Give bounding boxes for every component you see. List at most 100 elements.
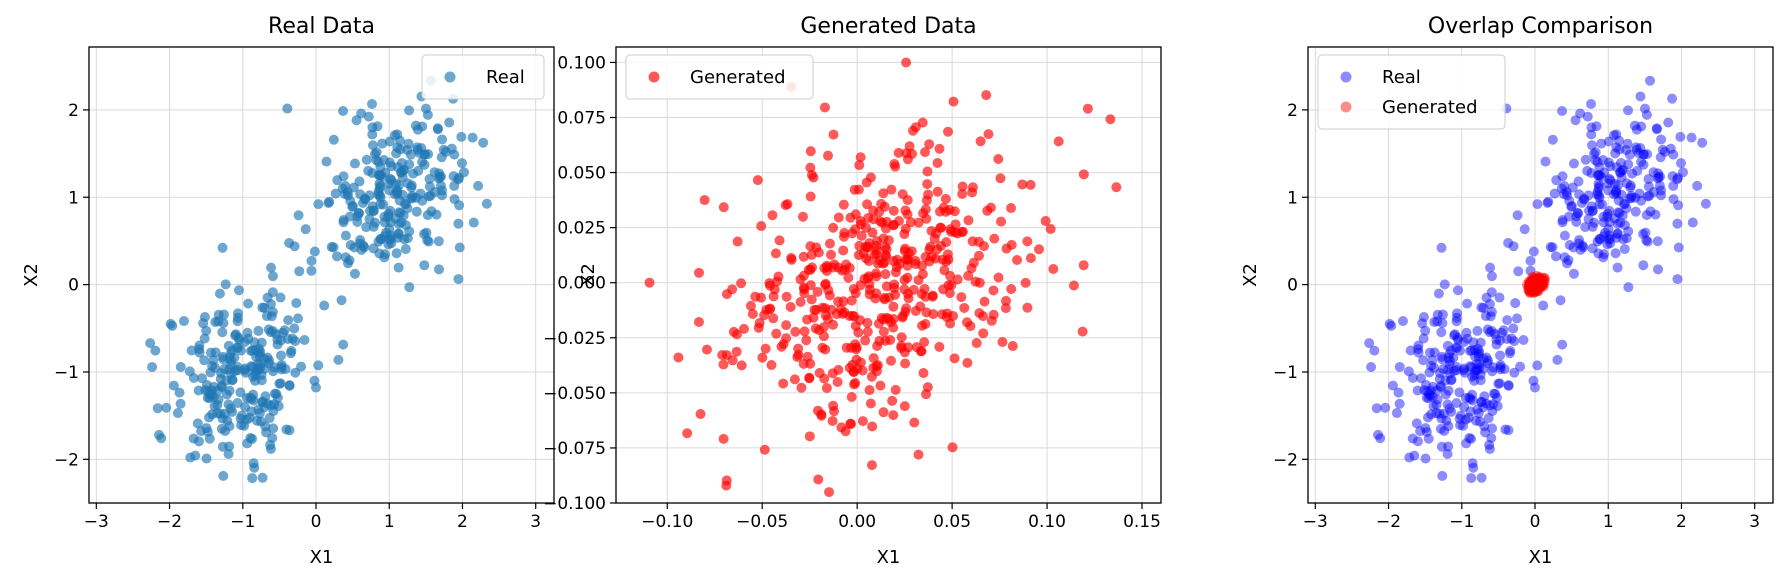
data-point-generated [1528, 283, 1539, 294]
data-point-real [172, 408, 183, 419]
data-point-real [262, 352, 273, 363]
data-point-generated [824, 487, 835, 498]
data-point-generated [1532, 273, 1543, 284]
data-point-real [1423, 433, 1434, 444]
data-point-generated [769, 284, 780, 295]
data-point-generated [981, 90, 992, 101]
data-point-generated [1533, 278, 1544, 289]
y-tick-label: −1 [1273, 363, 1298, 383]
data-point-real [1611, 188, 1622, 199]
data-point-real [1604, 205, 1615, 216]
data-point-real [1622, 138, 1633, 149]
data-point-real [1498, 325, 1509, 336]
data-point-generated [1528, 280, 1539, 291]
data-point-real [213, 316, 224, 327]
data-point-real [1380, 402, 1391, 413]
data-point-generated [1530, 278, 1541, 289]
data-point-generated [874, 207, 885, 217]
data-point-real [1426, 360, 1437, 371]
data-point-generated [1535, 280, 1546, 291]
data-point-real [456, 158, 467, 169]
data-point-real [1454, 387, 1465, 398]
data-point-real [1621, 178, 1632, 189]
axes-frame [615, 46, 1162, 504]
data-point-real [1632, 165, 1643, 176]
data-point-real [1420, 423, 1431, 434]
data-point-real [1644, 190, 1655, 201]
data-point-real [1470, 351, 1481, 362]
data-point-generated [852, 363, 863, 374]
data-point-real [339, 189, 350, 200]
data-point-generated [1526, 277, 1537, 288]
data-point-generated [1529, 280, 1540, 291]
data-point-generated [1535, 278, 1546, 289]
data-point-generated [1528, 279, 1539, 290]
data-point-generated [1536, 282, 1547, 293]
data-point-real [1461, 327, 1472, 338]
data-point-generated [996, 216, 1007, 227]
data-point-generated [866, 460, 877, 471]
data-point-real [1672, 274, 1683, 285]
data-point-real [1532, 360, 1543, 371]
data-point-generated [1533, 274, 1544, 285]
x-tick-label: 2 [1676, 512, 1687, 532]
data-point-real [1436, 441, 1447, 452]
data-point-real [1463, 412, 1474, 423]
data-point-generated [819, 102, 830, 113]
data-point-generated [956, 292, 967, 303]
data-point-generated [1529, 282, 1540, 293]
data-point-generated [1530, 279, 1541, 290]
legend-marker-generated [1340, 101, 1352, 113]
data-point-generated [878, 188, 889, 199]
data-point-generated [1531, 280, 1542, 291]
data-point-generated [1531, 280, 1542, 291]
data-point-real [1443, 364, 1454, 375]
data-point-real [218, 470, 229, 481]
data-point-real [1485, 311, 1496, 322]
data-point-real [1667, 171, 1678, 182]
data-point-real [1455, 345, 1465, 356]
data-point-generated [1531, 277, 1542, 288]
data-point-real [1480, 427, 1491, 438]
data-point-real [422, 235, 433, 246]
data-point-real [1612, 228, 1623, 239]
data-point-generated [771, 328, 782, 339]
data-point-generated [1530, 278, 1541, 289]
data-point-real [1420, 379, 1431, 390]
data-point-real [1451, 365, 1462, 376]
data-point-real [1578, 193, 1589, 204]
data-point-generated [1524, 282, 1535, 293]
data-point-generated [1531, 281, 1542, 292]
data-point-generated [745, 300, 756, 311]
data-point-generated [900, 205, 911, 216]
data-point-real [367, 140, 378, 151]
data-point-generated [875, 380, 886, 391]
data-point-generated [1538, 279, 1549, 290]
data-point-generated [759, 444, 770, 455]
points-group [1364, 75, 1711, 484]
data-point-generated [855, 152, 866, 163]
data-point-generated [1533, 280, 1544, 291]
data-point-real [1540, 156, 1551, 167]
data-point-generated [947, 442, 958, 453]
data-point-generated [1532, 274, 1543, 285]
data-point-generated [1531, 281, 1542, 292]
data-point-generated [1529, 281, 1540, 292]
data-point-generated [1533, 274, 1544, 285]
data-point-generated [1531, 278, 1542, 289]
data-point-real [1602, 239, 1613, 250]
data-point-generated [985, 202, 996, 213]
data-point-real [1593, 178, 1604, 189]
data-point-real [1619, 220, 1630, 231]
data-point-real [1612, 228, 1623, 239]
data-point-real [1547, 134, 1558, 145]
data-point-real [1549, 188, 1560, 199]
data-point-generated [1529, 282, 1540, 293]
data-point-generated [863, 271, 874, 282]
data-point-generated [899, 284, 910, 295]
data-point-generated [1539, 273, 1550, 284]
data-point-generated [766, 360, 777, 370]
data-point-generated [1006, 239, 1017, 250]
data-point-real [1638, 159, 1649, 170]
